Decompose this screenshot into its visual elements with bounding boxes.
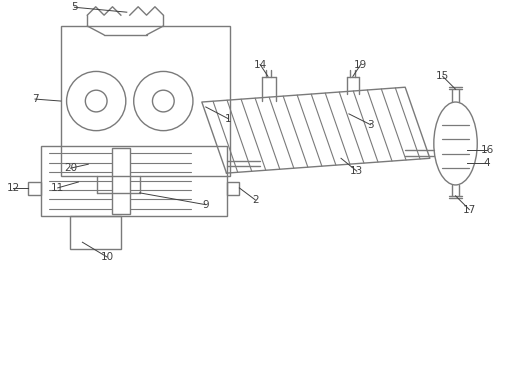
Text: 2: 2 xyxy=(252,195,259,205)
Text: 13: 13 xyxy=(350,166,363,176)
Text: 5: 5 xyxy=(71,2,78,12)
Text: 4: 4 xyxy=(484,158,491,168)
Text: 3: 3 xyxy=(367,120,374,130)
Bar xyxy=(61,26,230,176)
Text: 12: 12 xyxy=(7,183,20,193)
Text: 19: 19 xyxy=(354,59,367,69)
Text: 14: 14 xyxy=(253,59,267,69)
Bar xyxy=(41,146,227,215)
Text: 15: 15 xyxy=(436,71,449,81)
Text: 17: 17 xyxy=(463,205,476,215)
Text: 9: 9 xyxy=(202,200,209,210)
Bar xyxy=(70,215,121,249)
Text: 10: 10 xyxy=(100,252,114,262)
Text: 7: 7 xyxy=(32,94,38,104)
Text: 16: 16 xyxy=(481,145,494,155)
Bar xyxy=(28,182,41,195)
Text: 1: 1 xyxy=(225,114,232,124)
Bar xyxy=(227,182,239,195)
Text: 11: 11 xyxy=(51,183,64,193)
Text: 20: 20 xyxy=(64,163,77,173)
Bar xyxy=(112,148,130,214)
